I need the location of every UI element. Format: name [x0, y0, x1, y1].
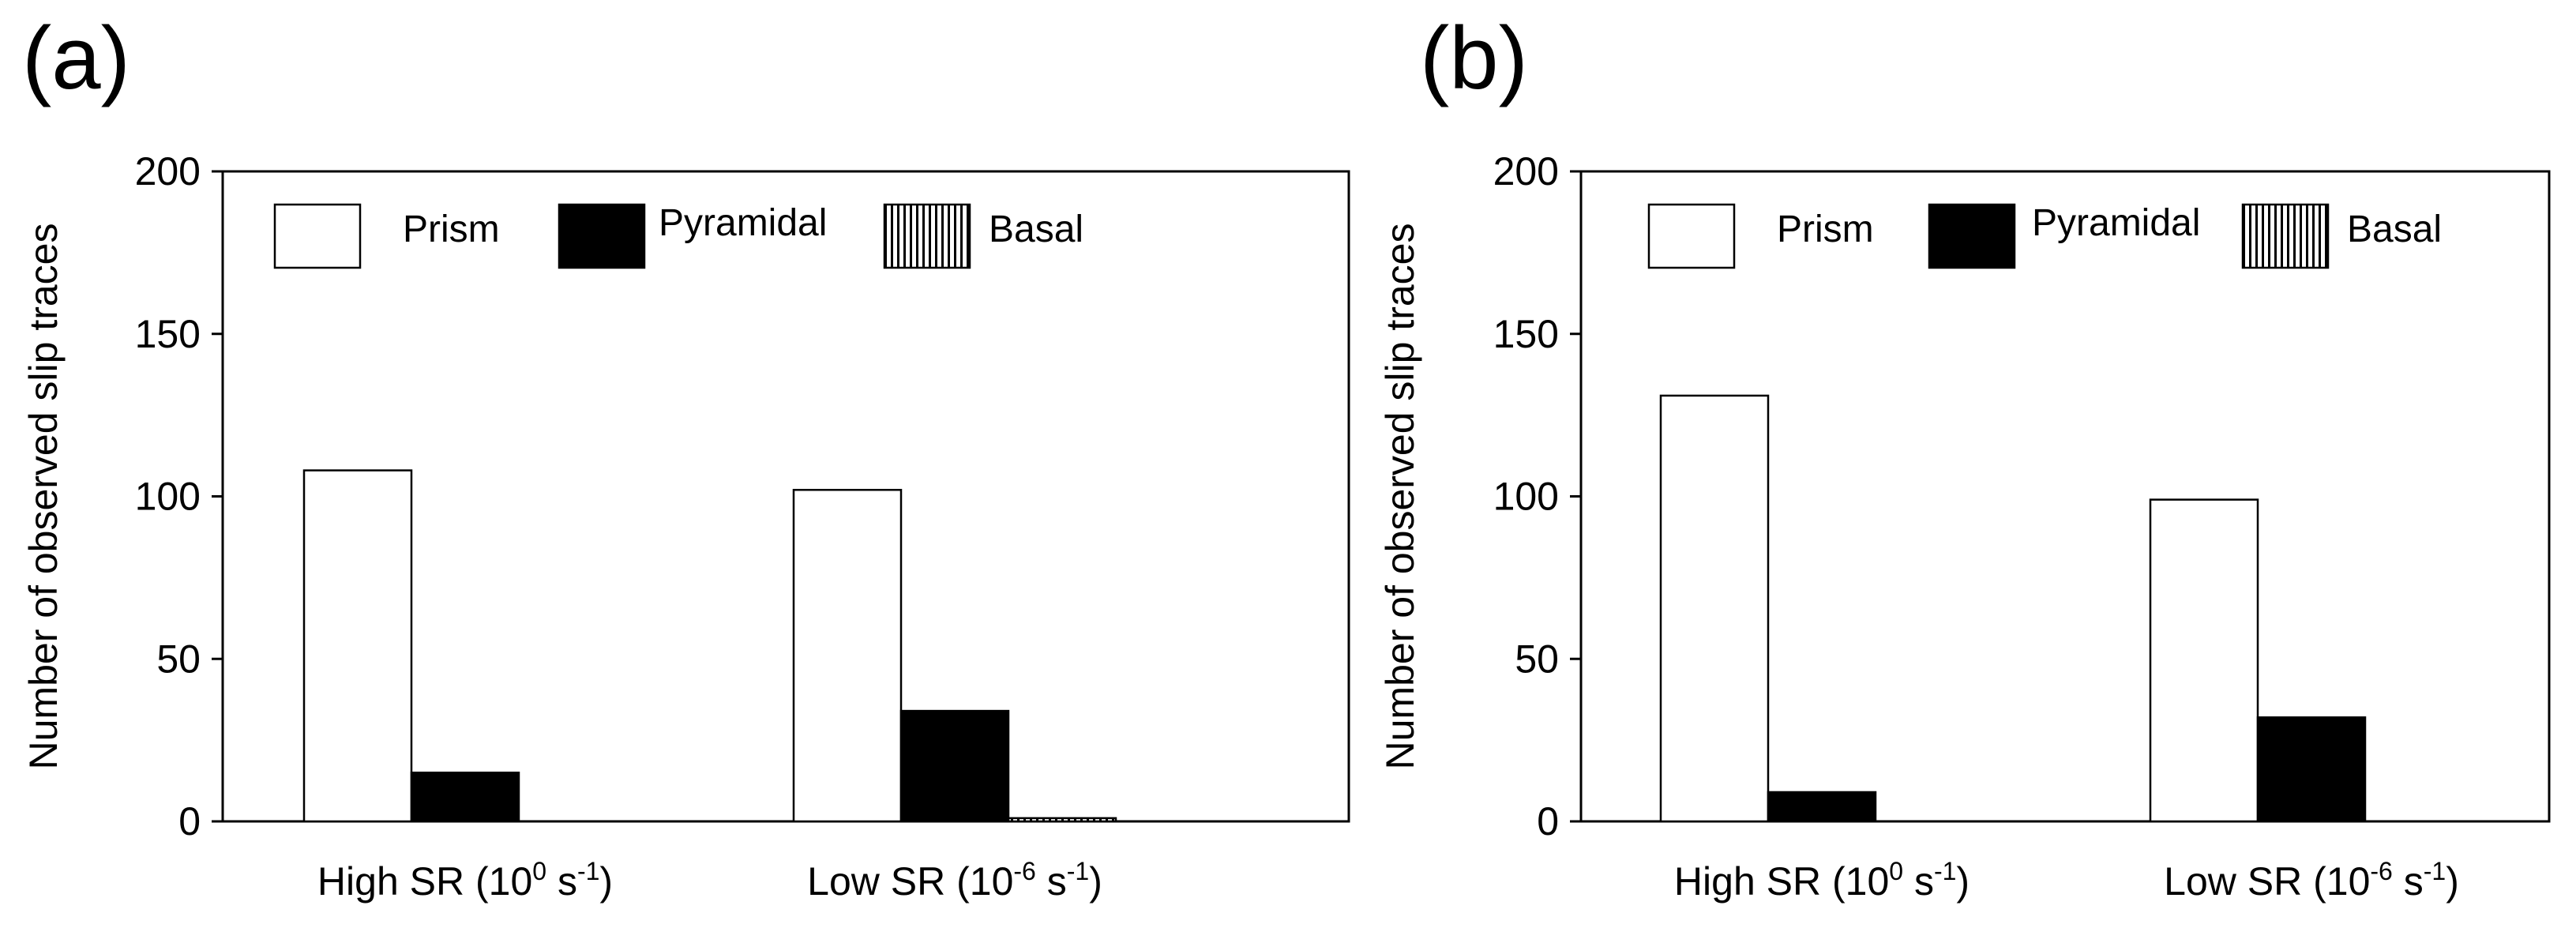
x-tick-superscript: -1	[1934, 857, 1956, 885]
x-tick-superscript: 0	[532, 857, 546, 885]
y-tick-label: 0	[1537, 799, 1559, 843]
y-tick-label: 200	[135, 149, 201, 193]
legend-swatch-basal	[2241, 203, 2330, 269]
x-tick-label: Low SR (10-6 s-1)	[807, 857, 1102, 904]
x-tick-text: s	[1036, 859, 1067, 904]
chart-panel-a: (a) 0 50 100 150 200 Number of observed slip t…	[21, 9, 1350, 904]
x-tick-text: High SR (10	[1674, 859, 1889, 904]
x-tick-superscript: -6	[1013, 857, 1035, 885]
y-tick-label: 100	[135, 475, 201, 519]
x-tick-text: )	[1089, 859, 1102, 904]
legend-label-pyramidal: Pyramidal	[659, 202, 827, 244]
x-tick-text: s	[2393, 859, 2424, 904]
y-tick-label: 50	[156, 637, 201, 681]
y-tick-label: 150	[1493, 312, 1559, 356]
y-axis-label: Number of observed slip traces	[1378, 224, 1422, 770]
x-tick-text: Low SR (10	[2164, 859, 2370, 904]
legend-swatch-prism	[1647, 203, 1736, 269]
panel-label: (a)	[22, 9, 130, 107]
bar-prism	[302, 469, 413, 823]
legend-label-prism: Prism	[403, 209, 500, 250]
x-tick-superscript: -1	[1067, 857, 1089, 885]
y-tick-label: 50	[1515, 637, 1559, 681]
legend-swatch-pyramidal	[1928, 203, 2016, 269]
legend-label-pyramidal: Pyramidal	[2032, 202, 2200, 244]
bar-pyramidal	[2256, 716, 2367, 823]
x-tick-text: Low SR (10	[807, 859, 1013, 904]
legend-label-basal: Basal	[989, 209, 1083, 250]
bar-pyramidal	[899, 709, 1010, 823]
bar-prism	[792, 489, 903, 823]
legend-swatch-pyramidal	[558, 203, 646, 269]
y-tick-label: 200	[1493, 149, 1559, 193]
x-tick-superscript: -1	[577, 857, 599, 885]
x-tick-text: s	[1903, 859, 1934, 904]
y-tick-label: 150	[135, 312, 201, 356]
x-tick-label: Low SR (10-6 s-1)	[2164, 857, 2459, 904]
legend: Prism Pyramidal Basal	[273, 202, 1083, 269]
y-tick-label: 0	[178, 799, 201, 843]
y-axis-label: Number of observed slip traces	[21, 224, 66, 770]
bar-pyramidal	[1767, 791, 1877, 823]
legend-label-basal: Basal	[2347, 209, 2442, 250]
x-tick-text: High SR (10	[317, 859, 532, 904]
bar-basal	[1007, 817, 1117, 823]
x-tick-text: )	[599, 859, 613, 904]
x-tick-label: High SR (100 s-1)	[317, 857, 613, 904]
legend-swatch-prism	[273, 203, 362, 269]
x-tick-text: s	[546, 859, 577, 904]
x-tick-text: )	[1956, 859, 1970, 904]
x-tick-text: )	[2446, 859, 2459, 904]
bar-pyramidal	[410, 772, 520, 823]
panel-label: (b)	[1420, 9, 1528, 107]
legend-label-prism: Prism	[1777, 209, 1874, 250]
x-tick-superscript: -1	[2424, 857, 2446, 885]
x-tick-superscript: -6	[2370, 857, 2392, 885]
x-tick-superscript: 0	[1889, 857, 1903, 885]
y-tick-label: 100	[1493, 475, 1559, 519]
chart-panel-b: (b) 0 50 100 150 200 Number of observed slip t…	[1378, 9, 2551, 904]
bar-prism	[2149, 498, 2259, 823]
legend: Prism Pyramidal Basal	[1647, 202, 2442, 269]
bar-prism	[1659, 394, 1770, 823]
x-tick-label: High SR (100 s-1)	[1674, 857, 1970, 904]
legend-swatch-basal	[883, 203, 971, 269]
